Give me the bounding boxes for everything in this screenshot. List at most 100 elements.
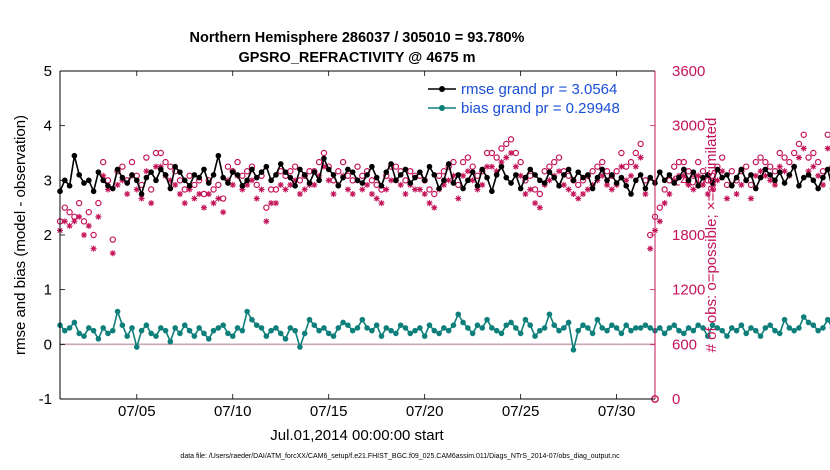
rmse-point xyxy=(680,166,687,173)
bias-point xyxy=(776,330,783,337)
obs-assimilated-point xyxy=(378,200,385,207)
bias-point xyxy=(676,327,682,334)
bias-point xyxy=(109,327,116,334)
bias-point xyxy=(359,316,366,323)
rmse-point xyxy=(114,166,121,173)
footnote: data file: /Users/raeder/DAI/ATM_forcXX/… xyxy=(180,453,620,460)
bias-point xyxy=(345,322,351,329)
rmse-point xyxy=(767,172,773,178)
bias-point xyxy=(114,308,121,315)
rmse-point xyxy=(426,163,433,170)
bias-point xyxy=(340,319,346,326)
bias-point xyxy=(445,327,452,334)
obs-assimilated-point xyxy=(421,191,428,197)
obs-possible-point xyxy=(498,145,505,152)
rmse-point xyxy=(805,172,812,178)
rmse-point xyxy=(743,177,749,184)
legend-bias-marker xyxy=(439,105,445,111)
rmse-point xyxy=(695,183,701,189)
rmse-point xyxy=(273,172,279,178)
bias-point xyxy=(752,327,759,334)
obs-assimilated-point xyxy=(642,191,649,197)
rmse-point xyxy=(609,172,615,178)
left-tick-label: -1 xyxy=(39,391,52,408)
bias-point xyxy=(824,316,830,323)
rmse-point xyxy=(479,166,486,173)
rmse-point xyxy=(268,177,274,184)
obs-assimilated-point xyxy=(709,186,716,193)
obs-assimilated-point xyxy=(810,163,817,170)
bias-point xyxy=(364,325,370,331)
obs-assimilated-point xyxy=(402,191,409,197)
bias-point xyxy=(153,333,159,339)
bias-point xyxy=(66,325,73,331)
rmse-point xyxy=(297,166,303,173)
obs-assimilated-point xyxy=(723,195,730,202)
rmse-point xyxy=(728,183,735,189)
rmse-point xyxy=(412,174,418,181)
bias-point xyxy=(138,327,145,334)
obs-assimilated-point xyxy=(762,172,769,179)
obs-possible-point xyxy=(464,154,472,161)
rmse-point xyxy=(148,169,154,175)
obs-possible-point xyxy=(85,209,92,216)
obs-possible-point xyxy=(680,158,687,166)
legend-bias-label: bias grand pr = 0.29948 xyxy=(461,100,620,117)
rmse-point xyxy=(239,183,246,189)
obs-assimilated-point xyxy=(599,172,606,179)
rmse-point xyxy=(186,183,193,189)
obs-assimilated-point xyxy=(210,200,217,207)
obs-assimilated-point xyxy=(815,172,822,179)
obs-possible-point xyxy=(488,149,496,157)
obs-assimilated-point xyxy=(455,195,462,202)
obs-assimilated-point xyxy=(277,181,284,188)
bias-point xyxy=(685,325,692,331)
bias-point xyxy=(378,333,385,339)
bias-point xyxy=(517,330,524,337)
obs-assimilated-point xyxy=(244,181,251,188)
rmse-point xyxy=(282,169,289,175)
bias-point xyxy=(489,325,495,331)
obs-possible-point xyxy=(699,168,707,175)
rmse-point xyxy=(513,172,519,178)
bias-point xyxy=(349,327,356,334)
bias-point xyxy=(609,322,615,329)
rmse-point xyxy=(71,152,78,159)
obs-possible-point xyxy=(450,158,457,166)
obs-assimilated-point xyxy=(330,191,337,197)
obs-assimilated-point xyxy=(469,177,476,184)
obs-assimilated-point xyxy=(124,191,131,197)
obs-assimilated-point xyxy=(800,145,807,152)
obs-assimilated-point xyxy=(479,181,486,188)
obs-assimilated-point xyxy=(690,186,697,193)
bias-point xyxy=(210,327,217,334)
rmse-point xyxy=(561,172,567,178)
y-axis-label-left: rmse and bias (model - observation) xyxy=(12,115,29,355)
left-tick-label: 2 xyxy=(44,227,52,244)
obs-assimilated-point xyxy=(412,186,419,193)
rmse-point xyxy=(109,185,116,192)
obs-assimilated-point xyxy=(738,181,745,188)
obs-assimilated-point xyxy=(61,218,68,225)
obs-assimilated-point xyxy=(589,181,596,188)
obs-assimilated-point xyxy=(253,195,260,202)
obs-assimilated-point xyxy=(287,181,294,188)
rmse-point xyxy=(757,174,764,181)
rmse-point xyxy=(455,172,462,178)
rmse-point xyxy=(551,174,558,181)
rmse-point xyxy=(522,174,529,181)
rmse-point xyxy=(330,172,337,178)
rmse-point xyxy=(229,169,236,175)
bias-point xyxy=(354,325,361,331)
rmse-point xyxy=(719,174,725,181)
bias-point xyxy=(369,327,375,334)
bias-point xyxy=(148,330,154,337)
bias-point xyxy=(565,319,572,326)
rmse-point xyxy=(700,174,706,181)
obs-possible-point xyxy=(263,204,270,211)
obs-assimilated-point xyxy=(416,186,423,193)
obs-possible-point xyxy=(589,168,596,175)
obs-assimilated-point xyxy=(364,181,371,188)
rmse-point xyxy=(249,166,255,173)
rmse-point xyxy=(800,174,807,181)
